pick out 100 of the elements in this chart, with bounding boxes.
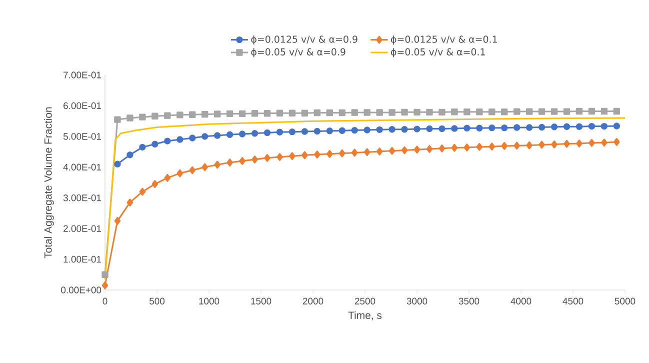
- point: [288, 110, 296, 116]
- point: [201, 110, 208, 118]
- point: [226, 131, 234, 138]
- point: [264, 154, 270, 162]
- y-axis-title: Total Aggregate Volume Fraction: [44, 107, 54, 258]
- point: [438, 108, 446, 116]
- point: [526, 108, 533, 115]
- point: [488, 108, 496, 116]
- point: [202, 163, 208, 172]
- point: [414, 108, 420, 116]
- point: [164, 138, 171, 144]
- point: [464, 124, 470, 132]
- point: [302, 151, 308, 160]
- point: [401, 108, 408, 116]
- point: [364, 126, 370, 134]
- x-tick-label: 500: [149, 298, 165, 304]
- point: [189, 134, 196, 142]
- point: [613, 108, 620, 115]
- x-tick-label: 3000: [406, 298, 428, 304]
- point: [451, 125, 458, 132]
- point: [388, 146, 396, 155]
- point: [476, 124, 483, 132]
- point: [614, 138, 620, 146]
- point: [526, 124, 533, 131]
- point: [301, 128, 308, 135]
- x-tick-label: 2500: [354, 298, 376, 304]
- point: [388, 126, 396, 133]
- point: [464, 108, 470, 116]
- point: [550, 124, 558, 130]
- point: [164, 174, 171, 182]
- point: [301, 110, 308, 116]
- point: [139, 188, 146, 196]
- point: [238, 110, 246, 118]
- point: [588, 138, 595, 147]
- point: [252, 156, 258, 164]
- y-tick-label: 0.00E+00: [61, 286, 102, 294]
- x-tick-label: 0: [102, 298, 108, 304]
- point: [201, 133, 208, 140]
- point: [588, 108, 596, 115]
- point: [476, 142, 483, 151]
- point: [526, 141, 532, 150]
- point: [152, 112, 158, 120]
- point: [451, 144, 458, 152]
- point: [276, 128, 284, 136]
- point: [601, 138, 608, 147]
- y-tick-label: 4.00E-01: [63, 164, 102, 170]
- point: [139, 144, 146, 151]
- point: [189, 166, 196, 174]
- point: [164, 112, 171, 119]
- point: [126, 198, 134, 206]
- point: [126, 152, 134, 158]
- point: [600, 108, 608, 115]
- point: [576, 123, 583, 130]
- x-tick-label: 3500: [458, 298, 480, 304]
- point: [214, 110, 221, 118]
- point: [551, 140, 558, 148]
- point: [364, 148, 370, 156]
- legend-label: ϕ=0.0125 v/v & α=0.9: [251, 35, 358, 45]
- point: [114, 116, 121, 123]
- x-tick-label: 4000: [510, 298, 532, 304]
- point: [564, 140, 570, 148]
- point: [152, 140, 158, 148]
- point: [139, 114, 146, 120]
- point: [102, 281, 108, 290]
- y-tick-label: 2.00E-01: [64, 225, 102, 232]
- point: [488, 142, 496, 151]
- point: [514, 142, 520, 150]
- point: [438, 144, 446, 152]
- point: [326, 109, 333, 116]
- point: [289, 152, 296, 160]
- point: [563, 123, 570, 130]
- point: [189, 111, 196, 118]
- legend-label: ϕ=0.0125 v/v & α=0.1: [391, 35, 497, 45]
- point: [550, 108, 558, 115]
- point: [513, 124, 520, 131]
- point: [538, 108, 546, 115]
- point: [226, 110, 234, 118]
- point: [414, 126, 420, 132]
- point: [314, 109, 321, 116]
- point: [251, 130, 258, 137]
- point: [426, 145, 433, 153]
- point: [176, 169, 184, 178]
- point: [376, 148, 383, 156]
- point: [214, 160, 220, 169]
- point: [476, 108, 483, 116]
- point: [114, 216, 121, 225]
- point: [338, 149, 346, 158]
- point: [501, 124, 508, 132]
- x-tick-label: 1500: [251, 298, 272, 304]
- point: [364, 109, 370, 116]
- point: [613, 122, 620, 130]
- point: [464, 144, 470, 152]
- x-tick-label: 2000: [302, 298, 324, 304]
- point: [251, 110, 258, 117]
- point: [513, 108, 520, 115]
- y-tick-label: 1.00E-01: [64, 256, 102, 263]
- point: [563, 108, 570, 115]
- y-tick-label: 3.00E-01: [63, 194, 102, 202]
- point: [576, 108, 583, 115]
- x-tick-label: 5000: [614, 298, 636, 304]
